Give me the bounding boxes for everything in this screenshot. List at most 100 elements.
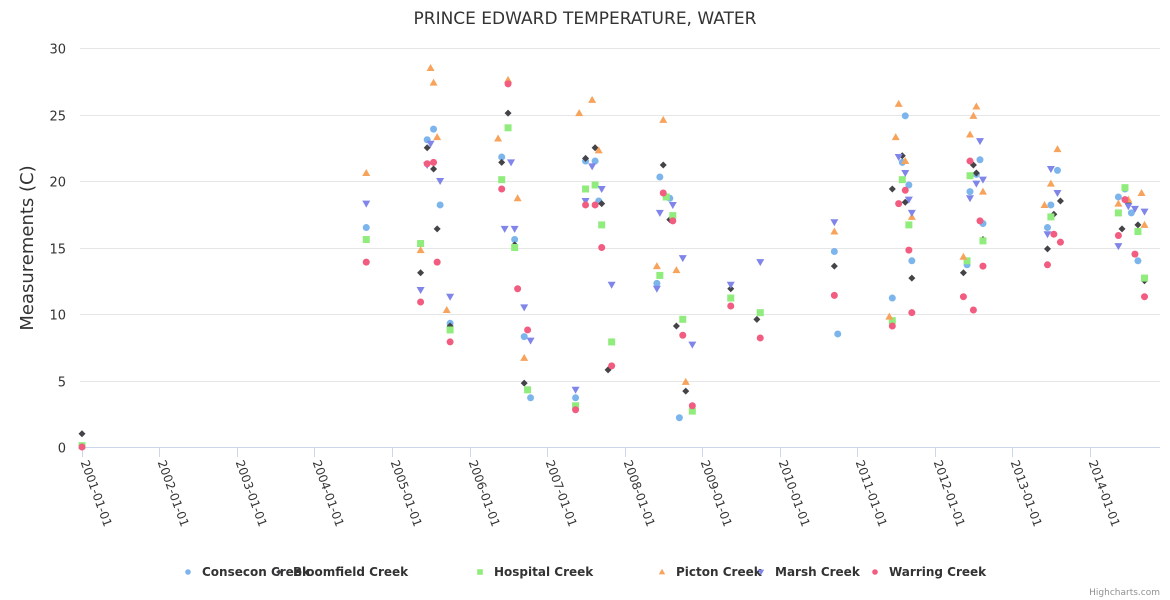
data-point[interactable] (679, 331, 687, 339)
data-point[interactable] (1127, 209, 1135, 217)
legend-symbol-icon[interactable] (276, 569, 282, 575)
legend-symbol-icon[interactable] (872, 569, 878, 575)
data-point[interactable] (901, 157, 910, 165)
data-point[interactable] (1140, 208, 1149, 216)
data-point[interactable] (1118, 225, 1126, 233)
data-point[interactable] (659, 189, 667, 197)
data-point[interactable] (688, 407, 696, 415)
data-point[interactable] (976, 156, 984, 164)
data-point[interactable] (966, 130, 975, 138)
data-point[interactable] (662, 193, 670, 201)
credits-link[interactable]: Highcharts.com (1089, 588, 1160, 598)
data-point[interactable] (78, 443, 86, 451)
legend-symbol-icon[interactable] (477, 569, 483, 575)
data-point[interactable] (727, 302, 735, 310)
data-point[interactable] (362, 169, 371, 177)
data-point[interactable] (417, 298, 425, 306)
data-point[interactable] (1047, 213, 1055, 221)
data-point[interactable] (1130, 205, 1139, 213)
data-point[interactable] (504, 109, 512, 117)
legend-label[interactable]: Warring Creek (889, 565, 987, 579)
data-point[interactable] (442, 306, 451, 314)
data-point[interactable] (572, 402, 580, 410)
legend-item[interactable]: Picton Creek (658, 565, 763, 579)
data-point[interactable] (510, 225, 519, 233)
data-point[interactable] (362, 200, 371, 208)
data-point[interactable] (1134, 257, 1142, 265)
data-point[interactable] (433, 258, 441, 266)
data-point[interactable] (1114, 193, 1122, 201)
data-point[interactable] (969, 111, 978, 119)
data-point[interactable] (1137, 188, 1146, 196)
data-point[interactable] (597, 185, 606, 193)
data-point[interactable] (652, 262, 661, 270)
legend-label[interactable]: Hospital Creek (494, 565, 594, 579)
data-point[interactable] (834, 330, 842, 338)
data-point[interactable] (969, 306, 977, 314)
data-point[interactable] (1047, 201, 1055, 209)
data-point[interactable] (498, 158, 506, 166)
data-point[interactable] (975, 138, 984, 146)
data-point[interactable] (507, 159, 516, 167)
data-point[interactable] (1046, 166, 1055, 174)
data-point[interactable] (1043, 224, 1051, 232)
data-point[interactable] (1114, 199, 1123, 207)
legend-item[interactable]: Warring Creek (872, 565, 987, 579)
data-point[interactable] (888, 322, 896, 330)
data-point[interactable] (498, 185, 506, 193)
data-point[interactable] (504, 80, 512, 88)
data-point[interactable] (598, 221, 606, 229)
data-point[interactable] (430, 125, 438, 133)
data-point[interactable] (598, 200, 606, 208)
data-point[interactable] (679, 315, 687, 323)
data-point[interactable] (607, 281, 616, 289)
data-point[interactable] (830, 227, 839, 235)
data-point[interactable] (682, 387, 690, 395)
data-point[interactable] (511, 236, 519, 244)
data-point[interactable] (888, 317, 896, 325)
data-point[interactable] (520, 333, 528, 341)
data-point[interactable] (608, 362, 616, 370)
data-point[interactable] (426, 140, 435, 148)
data-point[interactable] (494, 134, 503, 142)
data-point[interactable] (514, 285, 522, 293)
data-point[interactable] (524, 326, 532, 334)
data-point[interactable] (905, 221, 913, 229)
data-point[interactable] (608, 338, 616, 346)
data-point[interactable] (582, 201, 590, 209)
data-point[interactable] (830, 247, 838, 255)
legend-symbol-icon[interactable] (658, 568, 666, 575)
data-point[interactable] (429, 78, 438, 86)
data-point[interactable] (423, 144, 431, 152)
data-point[interactable] (656, 173, 664, 181)
data-point[interactable] (888, 294, 896, 302)
data-point[interactable] (901, 112, 909, 120)
legend-label[interactable]: Bloomfield Creek (293, 565, 409, 579)
data-point[interactable] (591, 157, 599, 165)
legend-label[interactable]: Picton Creek (676, 565, 763, 579)
data-point[interactable] (582, 185, 590, 193)
legend-label[interactable]: Marsh Creek (775, 565, 861, 579)
data-point[interactable] (888, 185, 896, 193)
data-point[interactable] (1114, 243, 1123, 251)
data-point[interactable] (1134, 221, 1142, 229)
data-point[interactable] (678, 255, 687, 263)
data-point[interactable] (417, 240, 425, 248)
legend-symbol-icon[interactable] (185, 569, 191, 575)
data-point[interactable] (526, 337, 535, 345)
data-point[interactable] (594, 146, 603, 154)
data-point[interactable] (1053, 189, 1062, 197)
data-point[interactable] (1114, 209, 1122, 217)
data-point[interactable] (1131, 250, 1139, 258)
data-point[interactable] (436, 201, 444, 209)
data-point[interactable] (520, 304, 529, 312)
data-point[interactable] (669, 212, 677, 220)
data-point[interactable] (591, 181, 599, 189)
data-point[interactable] (908, 257, 916, 265)
data-point[interactable] (727, 294, 735, 302)
data-point[interactable] (979, 237, 987, 245)
data-point[interactable] (513, 194, 522, 202)
data-point[interactable] (446, 293, 455, 301)
data-point[interactable] (830, 291, 838, 299)
data-point[interactable] (572, 406, 580, 414)
